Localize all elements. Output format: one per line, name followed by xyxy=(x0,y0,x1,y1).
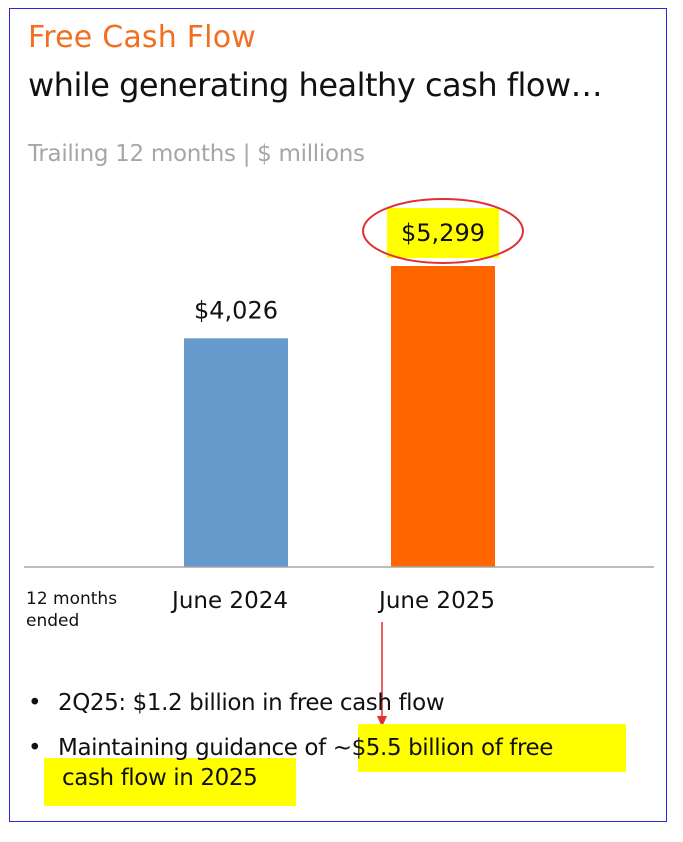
bar-2 xyxy=(391,266,495,567)
bullet-dot: • xyxy=(28,735,42,761)
bullet-item-2: • Maintaining guidance of ~$5.5 billion o… xyxy=(28,735,553,761)
bar-1 xyxy=(184,338,288,567)
value-label-highlight xyxy=(387,208,499,258)
slide-subtitle: while generating healthy cash flow… xyxy=(28,66,603,104)
category-label-2: June 2025 xyxy=(377,588,495,614)
unit-note: Trailing 12 months | $ millions xyxy=(28,141,365,167)
bullet-item-2-line2: cash flow in 2025 xyxy=(62,765,258,791)
bullet-item-1: • 2Q25: $1.2 billion in free cash flow xyxy=(28,690,445,716)
value-label-circle xyxy=(362,198,524,264)
bullet-text-1: 2Q25: $1.2 billion in free cash flow xyxy=(58,690,445,716)
slide-frame xyxy=(9,8,667,822)
x-period-label: 12 months ended xyxy=(26,589,118,631)
value-label-2: $5,299 xyxy=(401,219,485,247)
value-label-1: $4,026 xyxy=(194,296,278,324)
bullet-text-2-highlight: ~$5.5 billion of free xyxy=(332,735,554,761)
bars-layer xyxy=(184,266,495,567)
bullet-text-2-highlight-cont: cash flow in 2025 xyxy=(62,765,258,791)
labels-layer: $4,026 June 2024 $5,299 June 2025 xyxy=(170,198,524,614)
slide-title: Free Cash Flow xyxy=(28,20,256,55)
bullet-text-2-plain: Maintaining guidance of xyxy=(58,735,333,761)
category-label-1: June 2024 xyxy=(170,588,288,614)
highlight-box-1 xyxy=(358,724,626,772)
pointer-arrow-head xyxy=(377,716,387,727)
bullet-dot: • xyxy=(28,690,42,716)
highlight-box-2 xyxy=(44,758,296,806)
